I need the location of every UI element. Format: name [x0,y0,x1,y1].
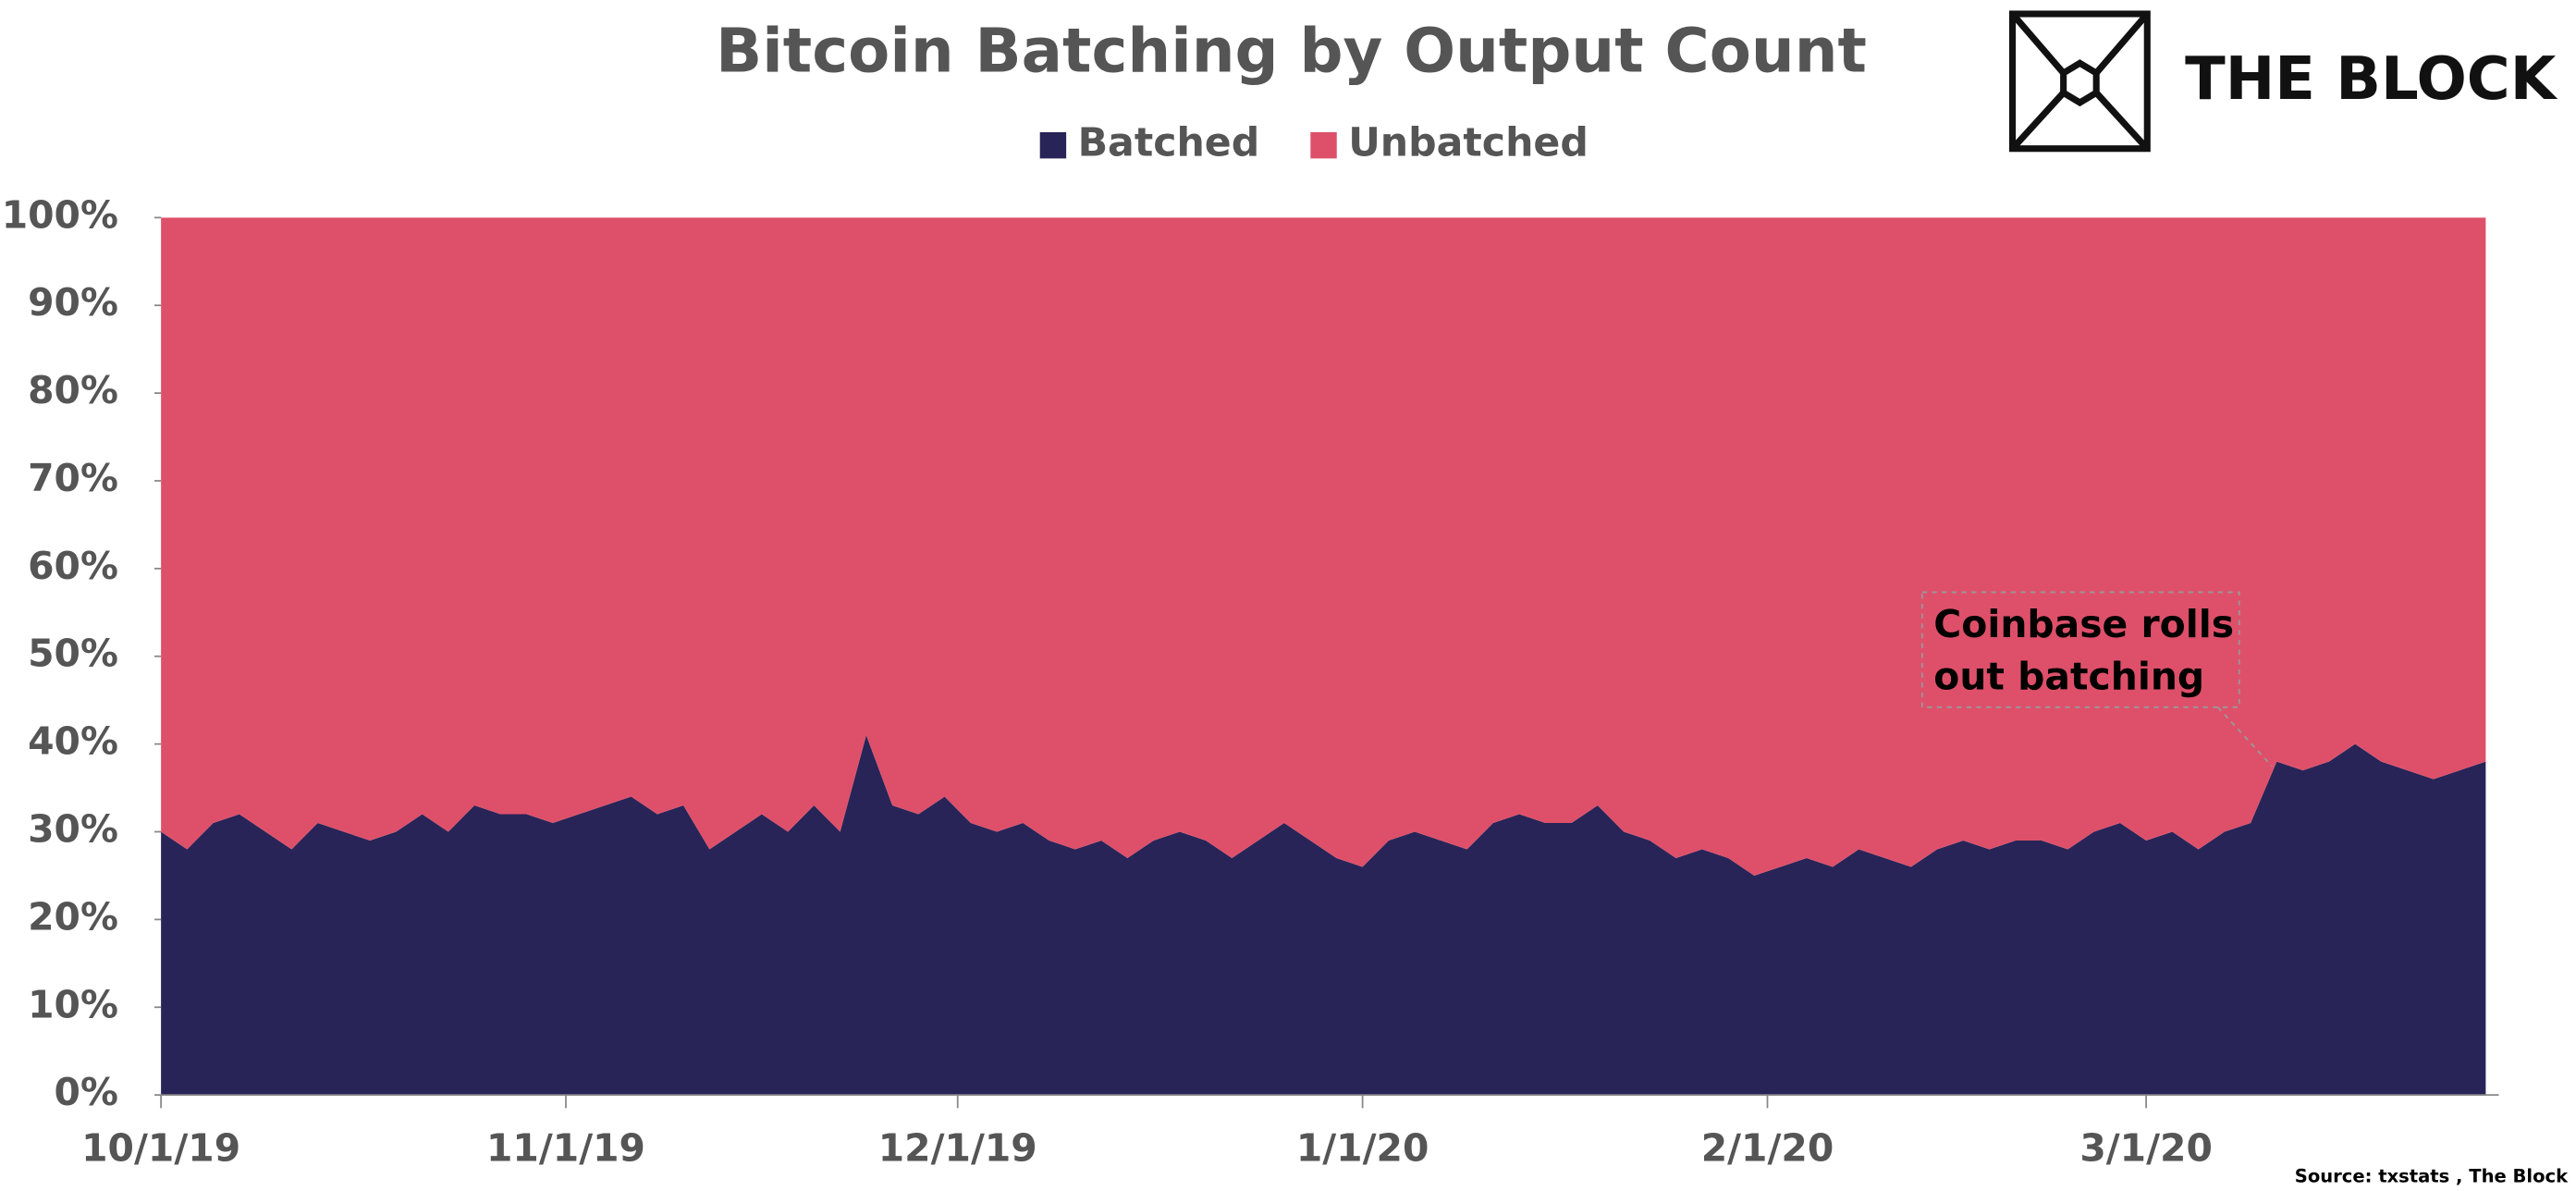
logo [2009,10,2151,153]
logo-line [2093,90,2150,152]
y-tick-label: 30% [28,807,118,852]
logo-line [2009,11,2067,76]
x-tick-label: 1/1/20 [1296,1126,1429,1171]
y-tick-label: 10% [28,982,118,1026]
y-tick-label: 40% [28,719,118,764]
logo-line [2009,90,2067,152]
x-tick-label: 2/1/20 [1701,1126,1834,1171]
chart-title: Bitcoin Batching by Output Count [716,16,1867,87]
logo-box [2009,10,2151,153]
plot [161,217,2486,1096]
x-tick-label: 10/1/19 [81,1126,240,1171]
legend-label: Batched [1078,120,1260,166]
logo-hex [2060,59,2100,107]
legend-label: Unbatched [1348,120,1589,166]
area [161,735,2486,1096]
y-tick-label: 70% [28,456,118,500]
x-tick-label: 11/1/19 [486,1126,645,1171]
y-tick-label: 100% [2,192,118,237]
y-tick-label: 90% [28,280,118,325]
x-tick-label: 12/1/19 [878,1126,1037,1171]
annotation-leader [2217,706,2273,767]
x-tick-label: 3/1/20 [2079,1126,2213,1171]
annotation-box [1920,591,2240,708]
y-tick-label: 50% [28,632,118,676]
y-tick-label: 0% [55,1070,118,1114]
legend-swatch [1039,131,1067,159]
legend-swatch [1310,131,1337,159]
y-tick-label: 20% [28,894,118,939]
annotation: Coinbase rolls [1933,602,2234,646]
area [161,217,2486,876]
brand: THE BLOCK [2185,45,2558,114]
y-tick-label: 60% [28,544,118,588]
logo-line [2093,11,2150,76]
source: Source: txstats , The Block [2295,1165,2569,1186]
y-tick-label: 80% [28,368,118,412]
annotation: out batching [1933,655,2204,699]
